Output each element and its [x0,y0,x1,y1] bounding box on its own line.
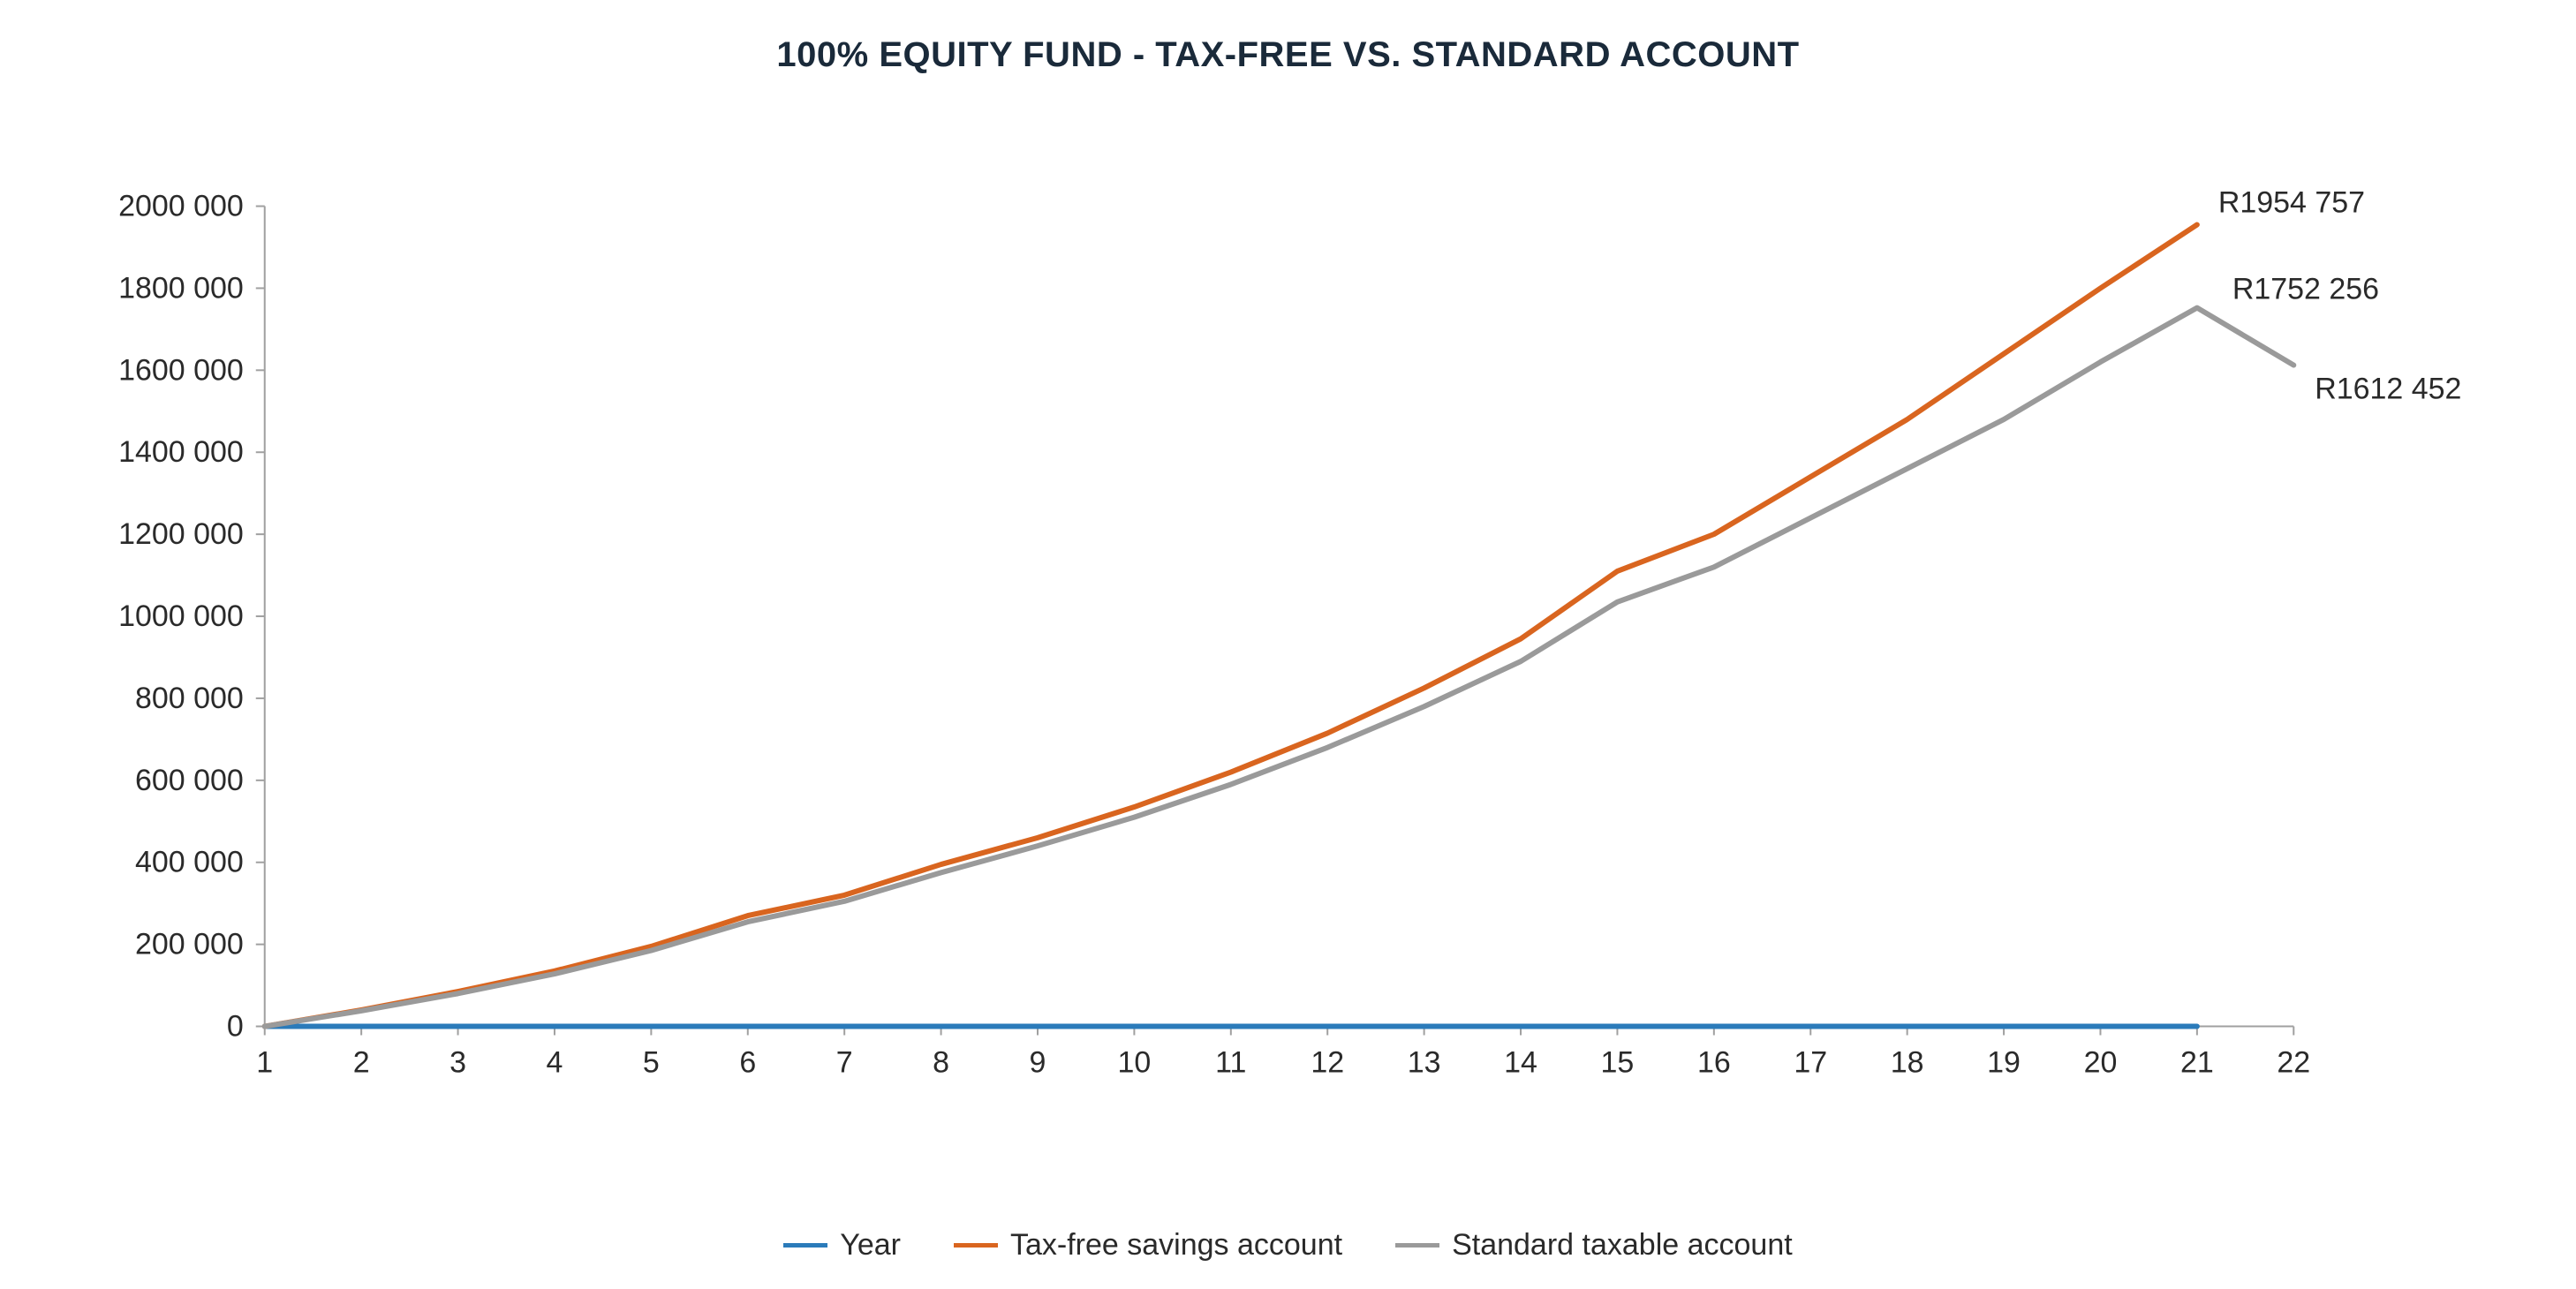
legend-item-taxfree: Tax-free savings account [954,1228,1342,1263]
x-tick-label: 18 [1891,1045,1924,1079]
y-tick-label: 1800 000 [118,271,244,305]
y-tick-label: 600 000 [135,764,244,797]
legend-swatch-taxfree [954,1243,998,1248]
series-line-standard [265,308,2294,1027]
legend-item-standard: Standard taxable account [1395,1228,1793,1263]
y-tick-label: 2000 000 [118,190,244,223]
x-tick-label: 9 [1030,1045,1046,1079]
y-tick-label: 1000 000 [118,599,244,633]
x-tick-label: 5 [643,1045,660,1079]
x-tick-label: 17 [1794,1045,1827,1079]
x-tick-label: 14 [1504,1045,1537,1079]
series-peak-label-standard: R1752 256 [2232,273,2379,306]
y-tick-label: 1400 000 [118,435,244,469]
x-tick-label: 13 [1408,1045,1441,1079]
x-tick-label: 8 [933,1045,949,1079]
y-tick-label: 0 [227,1010,244,1044]
x-tick-label: 4 [547,1045,563,1079]
legend-label-standard: Standard taxable account [1452,1228,1793,1263]
x-tick-label: 20 [2084,1045,2118,1079]
legend-label-year: Year [840,1228,901,1263]
x-tick-label: 7 [836,1045,853,1079]
x-tick-label: 16 [1697,1045,1731,1079]
legend-swatch-year [783,1243,827,1248]
x-tick-label: 2 [353,1045,370,1079]
y-tick-label: 1200 000 [118,517,244,551]
x-tick-label: 1 [256,1045,273,1079]
x-tick-label: 3 [449,1045,466,1079]
x-tick-label: 12 [1311,1045,1344,1079]
x-tick-label: 15 [1601,1045,1635,1079]
legend-item-year: Year [783,1228,901,1263]
x-tick-label: 10 [1118,1045,1152,1079]
series-line-taxfree [265,225,2197,1027]
legend: Year Tax-free savings account Standard tax… [53,1228,2523,1263]
x-tick-label: 6 [739,1045,756,1079]
legend-swatch-standard [1395,1243,1439,1248]
x-tick-label: 19 [1987,1045,2021,1079]
series-end-label-taxfree: R1954 757 [2218,186,2365,220]
y-tick-label: 200 000 [135,928,244,961]
y-tick-label: 800 000 [135,682,244,715]
chart-title: 100% EQUITY FUND - TAX-FREE VS. STANDARD… [53,35,2523,75]
x-tick-label: 22 [2277,1045,2310,1079]
chart-plot-area: 0200 000400 000600 000800 0001000 000120… [53,93,2523,1193]
y-tick-label: 1600 000 [118,353,244,387]
y-tick-label: 400 000 [135,846,244,879]
x-tick-label: 11 [1215,1045,1246,1079]
legend-label-taxfree: Tax-free savings account [1010,1228,1342,1263]
x-tick-label: 21 [2180,1045,2214,1079]
series-end-label-standard: R1612 452 [2315,373,2461,406]
